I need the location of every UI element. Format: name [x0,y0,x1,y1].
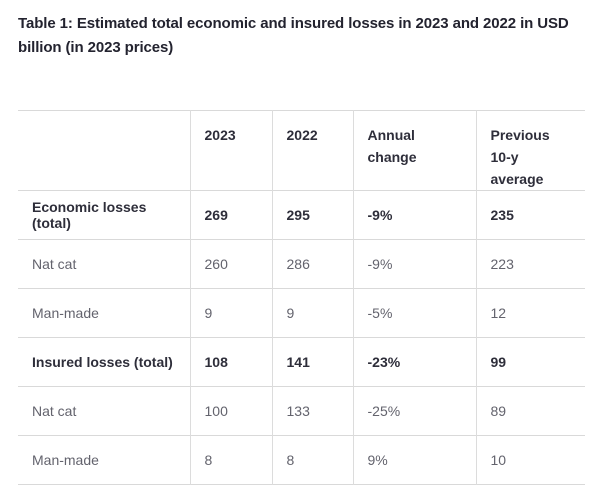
cell-2023-value: 108 [189,337,272,387]
cell-2023-value: 8 [189,435,272,485]
column-header-previous-10y-average: Previous 10-y average [475,110,585,191]
cell-2023-value: 260 [189,239,272,289]
cell-annual-change: -25% [352,386,476,436]
cell-annual-change: -5% [352,288,476,338]
cell-annual-change: 9% [352,435,476,485]
table-row-economic-man-made: Man-made 9 9 -5% 12 [18,288,585,338]
cell-row-label: Man-made [32,452,99,468]
cell-annual-change: -9% [352,239,476,289]
cell-previous-10y-average: 99 [475,337,585,387]
cell-2022-value: 133 [271,386,353,436]
table-row-insured-nat-cat: Nat cat 100 133 -25% 89 [18,386,585,436]
cell-row-label: Nat cat [32,256,77,272]
cell-row-label: Man-made [32,305,99,321]
cell-previous-10y-average: 235 [475,190,585,240]
cell-previous-10y-average: 89 [475,386,585,436]
cell-2023-value: 9 [189,288,272,338]
losses-table: 2023 2022 Annual change Previous 10-y av… [18,110,585,485]
cell-annual-change: -23% [352,337,476,387]
table-title: Table 1: Estimated total economic and in… [18,15,569,56]
table-row-insured-man-made: Man-made 8 8 9% 10 [18,435,585,485]
cell-annual-change: -9% [352,190,476,240]
cell-row-label: Nat cat [32,403,77,419]
cell-previous-10y-average: 12 [475,288,585,338]
header-row: 2023 2022 Annual change Previous 10-y av… [18,110,585,191]
cell-2022-value: 9 [271,288,353,338]
column-header-2023: 2023 [189,110,272,191]
table-row-insured-losses-total: Insured losses (total) 108 141 -23% 99 [18,337,585,387]
cell-2022-value: 141 [271,337,353,387]
header-previous-line2: 10-y average [490,149,544,187]
cell-row-label: Economic losses (total) [32,199,147,231]
cell-2023-value: 269 [189,190,272,240]
cell-2022-value: 8 [271,435,353,485]
table-row-economic-losses-total: Economic losses (total) 269 295 -9% 235 [18,190,585,240]
header-previous-line1: Previous [490,127,550,143]
column-header-2022: 2022 [271,110,353,191]
column-header-annual-change: Annual change [352,110,476,191]
cell-previous-10y-average: 223 [475,239,585,289]
cell-2022-value: 295 [271,190,353,240]
column-header-empty [18,111,190,191]
cell-row-label: Insured losses (total) [32,354,173,370]
cell-2023-value: 100 [189,386,272,436]
cell-2022-value: 286 [271,239,353,289]
cell-previous-10y-average: 10 [475,435,585,485]
table-row-economic-nat-cat: Nat cat 260 286 -9% 223 [18,239,585,289]
